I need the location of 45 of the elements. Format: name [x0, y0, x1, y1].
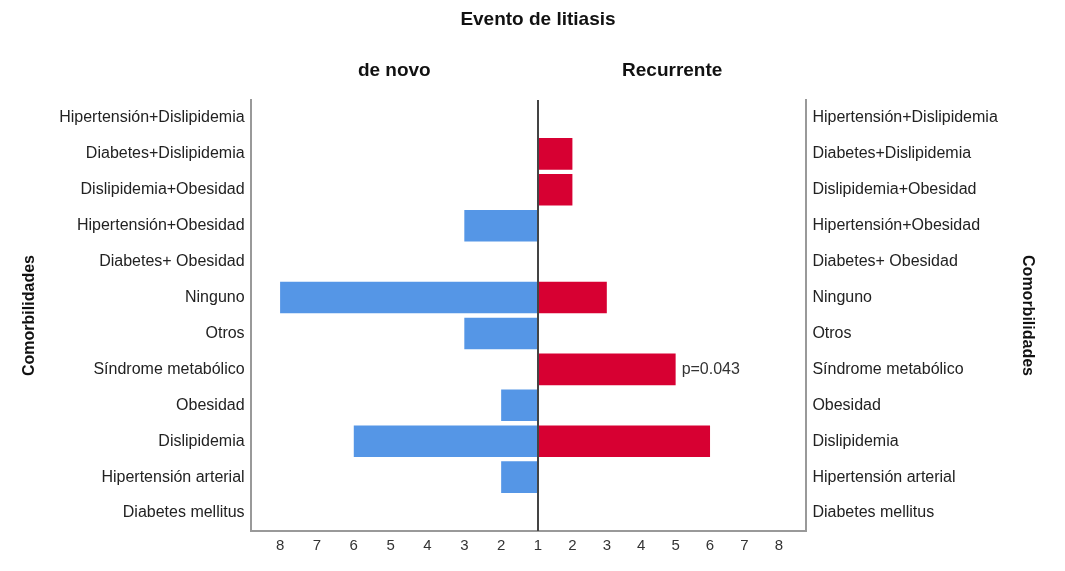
y-tick-label: Ninguno	[812, 287, 873, 305]
x-tick-label: 4	[423, 536, 432, 554]
x-tick-label: 8	[774, 536, 784, 554]
x-tick-label: 7	[312, 536, 322, 554]
x-tick-label: 7	[740, 536, 749, 554]
x-tick-label: 1	[533, 536, 543, 554]
annotation: p=0.043	[681, 359, 741, 377]
y-tick-label: Síndrome metabólico	[812, 359, 964, 377]
y-tick-label: Obesidad	[812, 395, 881, 413]
y-tick-label: Hipertensión+Dislipidemia	[812, 108, 998, 126]
y-tick-label: Diabetes+Dislipidemia	[812, 144, 972, 162]
x-tick-label: 5	[671, 536, 680, 554]
y-tick-label: Hipertensión arterial	[101, 467, 245, 485]
x-tick-label: 8	[275, 536, 285, 554]
y-tick-label: Diabetes mellitus	[122, 503, 245, 521]
x-tick-label: 2	[496, 536, 506, 554]
y-axis-title: Comorbilidades	[20, 254, 38, 376]
y-tick-label: Diabetes+ Obesidad	[812, 252, 958, 270]
y-tick-label: Diabetes mellitus	[812, 503, 935, 521]
y-tick-label: Ninguno	[185, 287, 245, 305]
y-tick-label: Otros	[205, 323, 245, 341]
y-tick-label: Dislipidemia+Obesidad	[812, 180, 977, 198]
y2-axis-title: Comorbilidades	[1019, 255, 1037, 377]
text: Recurrente	[622, 58, 723, 80]
x-tick-label: 6	[349, 536, 358, 554]
x-tick-label: 5	[386, 536, 395, 554]
y-tick-label: Hipertensión+Dislipidemia	[59, 108, 245, 126]
x-tick-label: 3	[460, 536, 469, 554]
y-tick-label: Otros	[812, 323, 852, 341]
y-tick-label: Hipertensión+Obesidad	[812, 216, 981, 234]
x-tick-label: 6	[705, 536, 715, 554]
y-tick-label: Hipertensión arterial	[812, 467, 956, 485]
y-tick-label: Hipertensión+Obesidad	[76, 216, 245, 234]
x-tick-label: 4	[637, 536, 646, 554]
y-tick-label: Diabetes+Dislipidemia	[85, 144, 245, 162]
y-tick-label: Diabetes+ Obesidad	[99, 252, 245, 270]
y-tick-label: Dislipidemia	[812, 431, 899, 449]
y-tick-label: Obesidad	[176, 395, 245, 413]
x-tick-label: 3	[602, 536, 611, 554]
x-tick-label: 2	[568, 536, 577, 554]
text: de novo	[357, 58, 431, 80]
y-tick-label: Dislipidemia	[158, 431, 245, 449]
y-tick-label: Dislipidemia+Obesidad	[80, 180, 245, 198]
chart-title: Evento de litiasis	[459, 8, 617, 30]
y-tick-label: Síndrome metabólico	[93, 359, 245, 377]
